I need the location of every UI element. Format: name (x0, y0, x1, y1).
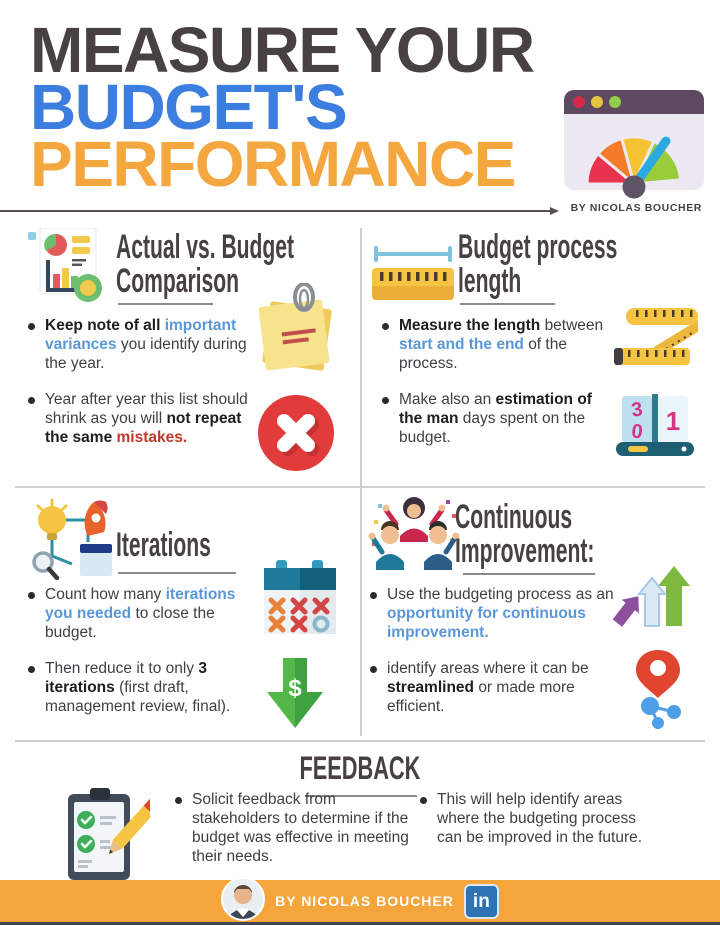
bullet-item: Count how many iterations you needed to … (28, 585, 263, 642)
svg-text:0: 0 (630, 420, 643, 443)
bullet-text: This will help identify areas where the … (437, 791, 643, 846)
footer-bar: BY NICOLAS BOUCHER in (0, 877, 720, 922)
header-divider-line (0, 210, 550, 212)
idea-rocket-icon (28, 498, 118, 582)
report-chart-icon (26, 228, 110, 306)
down-arrow-dollar-icon: $ (263, 656, 327, 730)
svg-text:3: 3 (630, 398, 644, 421)
bullet-text: Then reduce it to only 3 iterations (fir… (45, 660, 231, 715)
svg-text:1: 1 (666, 406, 680, 436)
quadrant-bullets: Count how many iterations you needed to … (28, 585, 263, 733)
counter-icon: 3 0 1 (612, 394, 698, 458)
footer-byline: BY NICOLAS BOUCHER (275, 893, 454, 909)
page-title: MEASURE YOUR BUDGET'S PERFORMANCE (30, 14, 535, 200)
sticky-note-paperclip-icon (252, 283, 340, 379)
bullet-dot (28, 592, 35, 599)
feedback-title-underline (305, 795, 417, 797)
gauge-browser-icon (563, 84, 705, 202)
title-underline (463, 573, 595, 575)
title-line-2: BUDGET'S (30, 71, 348, 143)
feedback-bullets-right: This will help identify areas where the … (420, 790, 660, 864)
quadrant-title-line: Continuous (455, 498, 573, 536)
bullet-dot (370, 592, 377, 599)
bullet-text: Count how many iterations you needed to … (45, 586, 236, 641)
quadrant-title-continuous-improvement: Continuous Improvement: (455, 500, 720, 568)
quadrant-title-line: Budget process (458, 228, 618, 266)
title-underline (118, 303, 213, 305)
feedback-bullets-left: Solicit feedback from stakeholders to de… (175, 790, 415, 883)
bullet-text: Use the budgeting process as an opportun… (387, 586, 614, 641)
quadrant-title-budget-process-length: Budget process length (458, 230, 720, 298)
quadrant-title-actual-vs-budget: Actual vs. Budget Comparison (116, 230, 446, 298)
bullet-dot (370, 666, 377, 673)
bullet-text: Year after year this list should shrink … (45, 391, 248, 446)
bullet-text: Measure the length between start and the… (399, 317, 604, 372)
quadrant-bullets: Measure the length between start and the… (382, 316, 607, 464)
bullet-item: Use the budgeting process as an opportun… (370, 585, 628, 642)
quadrant-title-iterations: Iterations (116, 528, 446, 562)
title-line-3: PERFORMANCE (30, 128, 516, 200)
title-underline (118, 572, 236, 574)
bullet-text: identify areas where it can be streamlin… (387, 660, 589, 715)
quadrant-vertical-divider (360, 228, 362, 736)
quadrant-title-line: Iterations (116, 526, 211, 564)
bullet-item: Year after year this list should shrink … (28, 390, 266, 447)
linkedin-icon[interactable]: in (463, 883, 499, 919)
calendar-x-icon (260, 560, 340, 638)
bullet-item: Keep note of all important variances you… (28, 316, 266, 373)
bullet-item: Make also an estimation of the man days … (382, 390, 607, 447)
bullet-dot (28, 397, 35, 404)
bullet-item: identify areas where it can be streamlin… (370, 659, 628, 716)
team-celebration-icon (368, 492, 460, 580)
clipboard-check-icon (52, 786, 150, 884)
header-byline: BY NICOLAS BOUCHER (570, 202, 702, 214)
bullet-dot (420, 797, 427, 804)
bullet-dot (28, 666, 35, 673)
bullet-dot (382, 323, 389, 330)
quadrant-horizontal-divider (15, 486, 705, 488)
bullet-text: Keep note of all important variances you… (45, 317, 247, 372)
feedback-title-wrap: FEEDBACK (0, 750, 720, 787)
quadrant-title-line: Actual vs. Budget (116, 228, 295, 266)
quadrant-title-line: Improvement: (455, 532, 595, 570)
bullet-item: Then reduce it to only 3 iterations (fir… (28, 659, 263, 716)
bullet-dot (28, 323, 35, 330)
bullet-dot (175, 797, 182, 804)
pin-network-icon (628, 648, 688, 730)
title-underline (460, 303, 555, 305)
feedback-top-divider (15, 740, 705, 742)
bullet-item: This will help identify areas where the … (420, 790, 660, 847)
header-divider-arrow-icon (550, 207, 559, 215)
bullet-dot (382, 397, 389, 404)
growth-arrows-icon (612, 564, 696, 630)
linkedin-label: in (472, 890, 490, 912)
feedback-title: FEEDBACK (299, 750, 421, 786)
bullet-text: Solicit feedback from stakeholders to de… (192, 791, 409, 865)
error-cross-icon (256, 393, 336, 473)
quadrant-bullets: Keep note of all important variances you… (28, 316, 266, 464)
bullet-item: Solicit feedback from stakeholders to de… (175, 790, 415, 866)
bullet-text: Make also an estimation of the man days … (399, 391, 592, 446)
tape-measure-icon (612, 306, 700, 370)
quadrant-bullets: Use the budgeting process as an opportun… (370, 585, 628, 733)
quadrant-title-line: length (458, 262, 522, 300)
bottom-edge-strip (0, 922, 720, 925)
title-line-1: MEASURE YOUR (30, 14, 535, 86)
svg-text:$: $ (288, 675, 302, 702)
avatar (221, 877, 266, 921)
bullet-item: Measure the length between start and the… (382, 316, 607, 373)
quadrant-title-line: Comparison (116, 262, 239, 300)
ruler-icon (370, 240, 456, 304)
